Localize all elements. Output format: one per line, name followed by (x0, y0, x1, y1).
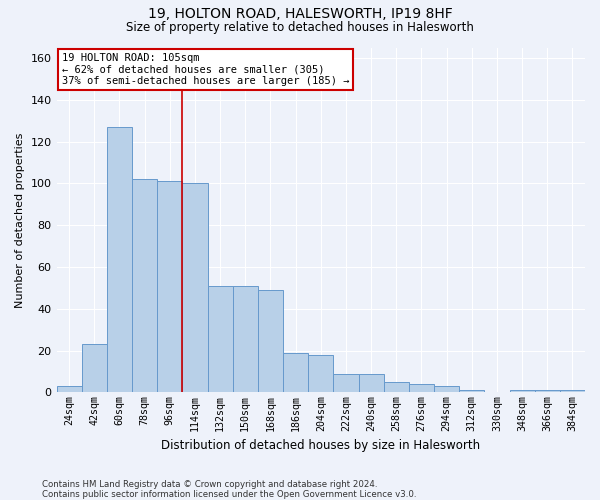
Bar (383, 382, 409, 392)
Bar (182, 184, 208, 392)
Bar (334, 374, 359, 392)
Text: Contains public sector information licensed under the Open Government Licence v3: Contains public sector information licen… (42, 490, 416, 499)
X-axis label: Distribution of detached houses by size in Halesworth: Distribution of detached houses by size … (161, 440, 481, 452)
Bar (132, 179, 157, 392)
Bar (459, 390, 484, 392)
Bar (107, 127, 132, 392)
Bar (157, 182, 182, 392)
Bar (283, 352, 308, 393)
Y-axis label: Number of detached properties: Number of detached properties (15, 132, 25, 308)
Bar (535, 390, 560, 392)
Bar (233, 286, 258, 393)
Text: 19 HOLTON ROAD: 105sqm
← 62% of detached houses are smaller (305)
37% of semi-de: 19 HOLTON ROAD: 105sqm ← 62% of detached… (62, 52, 349, 86)
Text: 19, HOLTON ROAD, HALESWORTH, IP19 8HF: 19, HOLTON ROAD, HALESWORTH, IP19 8HF (148, 8, 452, 22)
Bar (359, 374, 383, 392)
Bar (409, 384, 434, 392)
Bar (56, 386, 82, 392)
Bar (560, 390, 585, 392)
Bar (258, 290, 283, 392)
Bar (308, 355, 334, 393)
Bar (509, 390, 535, 392)
Bar (208, 286, 233, 393)
Text: Contains HM Land Registry data © Crown copyright and database right 2024.: Contains HM Land Registry data © Crown c… (42, 480, 377, 489)
Bar (434, 386, 459, 392)
Bar (82, 344, 107, 393)
Text: Size of property relative to detached houses in Halesworth: Size of property relative to detached ho… (126, 21, 474, 34)
